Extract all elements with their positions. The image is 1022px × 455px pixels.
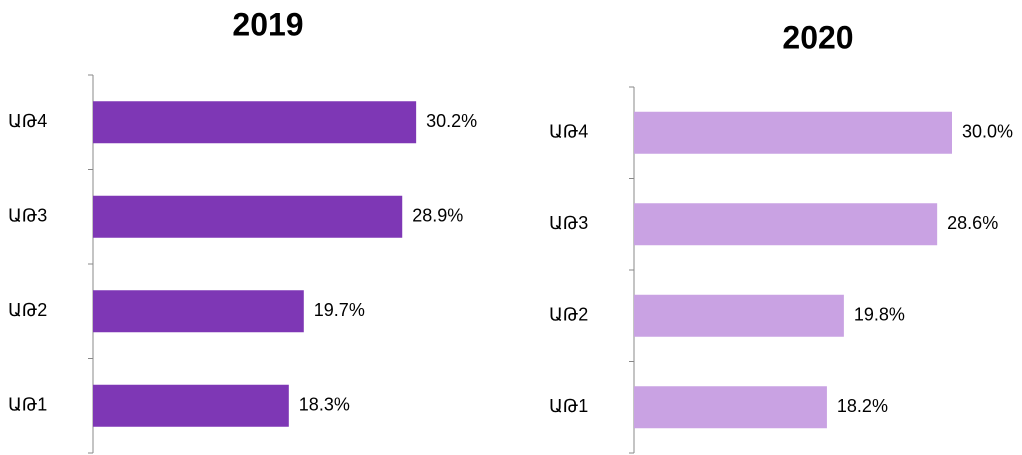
data-label: 30.0%	[962, 122, 1013, 142]
y-tick-label: ԱԹ1	[549, 396, 588, 416]
bar	[634, 111, 952, 154]
data-label: 28.9%	[412, 206, 463, 226]
data-label: 18.3%	[299, 395, 350, 415]
y-tick-label: ԱԹ4	[8, 111, 47, 131]
bar	[93, 101, 417, 144]
chart-title: 2019	[232, 6, 303, 42]
bar	[93, 290, 304, 333]
bar	[634, 203, 938, 246]
bar	[93, 384, 289, 427]
y-tick-label: ԱԹ2	[549, 305, 588, 325]
y-tick-label: ԱԹ3	[8, 206, 47, 226]
data-label: 19.7%	[314, 300, 365, 320]
y-tick-label: ԱԹ4	[549, 122, 588, 142]
bar	[634, 294, 844, 337]
data-label: 30.2%	[426, 111, 477, 131]
data-label: 28.6%	[947, 213, 998, 233]
data-label: 19.8%	[854, 305, 905, 325]
y-tick-label: ԱԹ2	[8, 300, 47, 320]
bar	[634, 386, 827, 429]
y-tick-label: ԱԹ1	[8, 395, 47, 415]
bar	[93, 195, 403, 238]
data-label: 18.2%	[837, 396, 888, 416]
chart-title: 2020	[782, 19, 853, 55]
y-tick-label: ԱԹ3	[549, 213, 588, 233]
